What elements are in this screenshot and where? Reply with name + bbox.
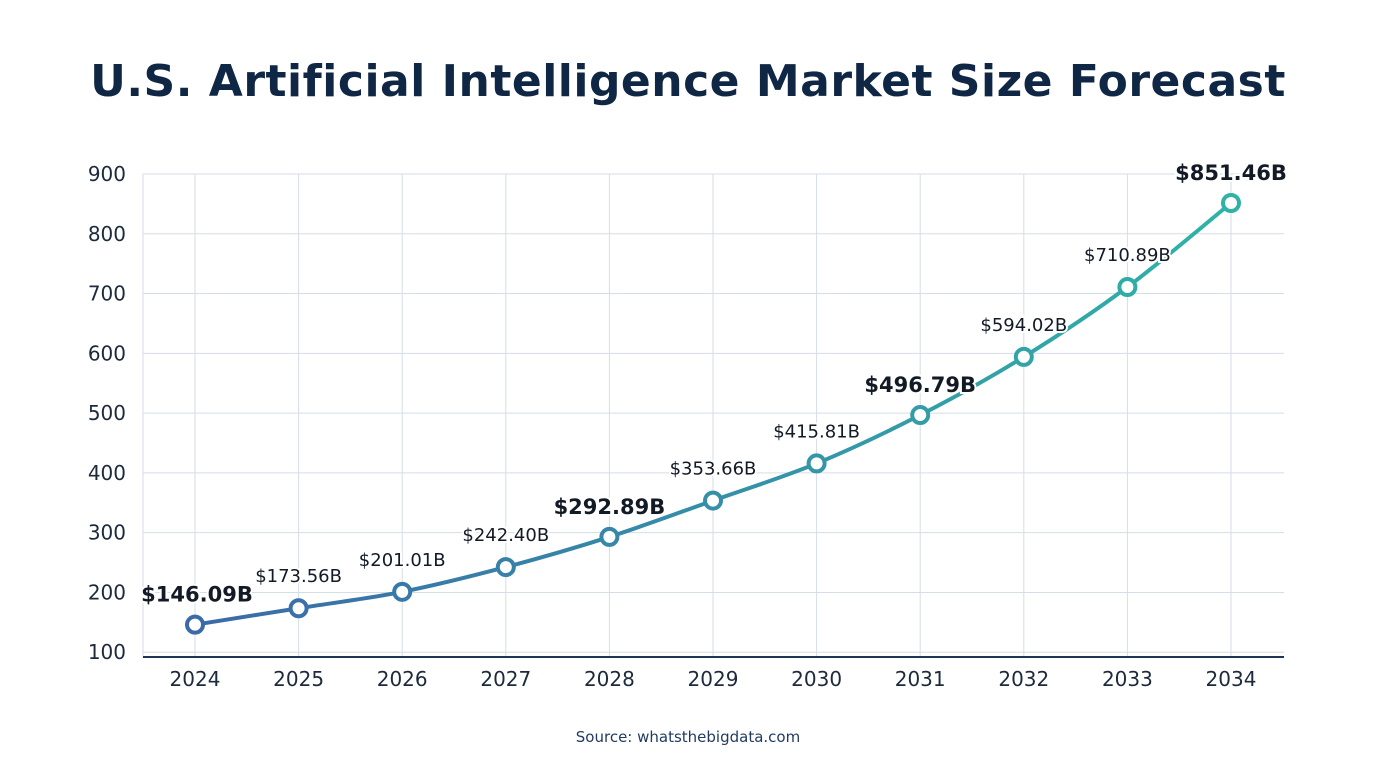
y-tick-label: 100 [88,640,126,664]
y-tick-label: 800 [88,222,126,246]
data-point [910,405,931,426]
x-tick-label: 2034 [1206,667,1257,691]
chart-title: U.S. Artificial Intelligence Market Size… [90,56,1286,107]
x-tick-label: 2029 [688,667,739,691]
data-label: $292.89B [554,495,666,519]
x-tick-label: 2033 [1102,667,1153,691]
y-tick-label: 500 [88,401,126,425]
data-point [703,490,723,511]
data-label: $710.89B [1084,245,1171,266]
y-tick-label: 700 [88,282,126,306]
data-label: $415.81B [773,421,860,442]
y-tick-label: 200 [88,580,126,604]
data-point [806,453,827,474]
data-point [1221,192,1241,213]
data-point [185,614,205,635]
data-point [599,526,620,547]
data-point [495,557,516,578]
y-tick-label: 400 [88,461,126,485]
y-tick-label: 900 [88,162,126,186]
grid-group: 100 200 300 400 500 600 700 800 900 2024 2025 2026 2… [88,162,1284,691]
x-tick-label: 2025 [273,667,324,691]
x-tick-label: 2030 [791,667,842,691]
markers-group [185,192,1241,635]
data-point [1013,346,1034,367]
data-label: $851.46B [1175,161,1287,185]
x-tick-label: 2026 [377,667,428,691]
data-labels-group: $146.09B$173.56B $201.01B $242.40B$292.89B… [139,159,1289,609]
data-label: $594.02B [980,315,1067,336]
data-point [392,581,413,602]
data-point [288,598,309,619]
data-point [1117,277,1138,298]
x-tick-label: 2027 [480,667,531,691]
source-caption: Source: whatsthebigdata.com [575,728,801,746]
data-label: $242.40B [462,525,549,546]
data-label: $146.09B [141,583,253,607]
x-tick-label: 2031 [895,667,946,691]
data-label: $201.01B [359,550,446,571]
x-tick-label: 2028 [584,667,635,691]
y-tick-label: 300 [88,521,126,545]
data-label: $353.66B [670,459,757,480]
data-label: $173.56B [255,566,342,587]
x-tick-label: 2024 [170,667,221,691]
data-label: $496.79B [864,373,976,397]
x-tick-label: 2032 [998,667,1049,691]
y-tick-label: 600 [88,341,126,365]
